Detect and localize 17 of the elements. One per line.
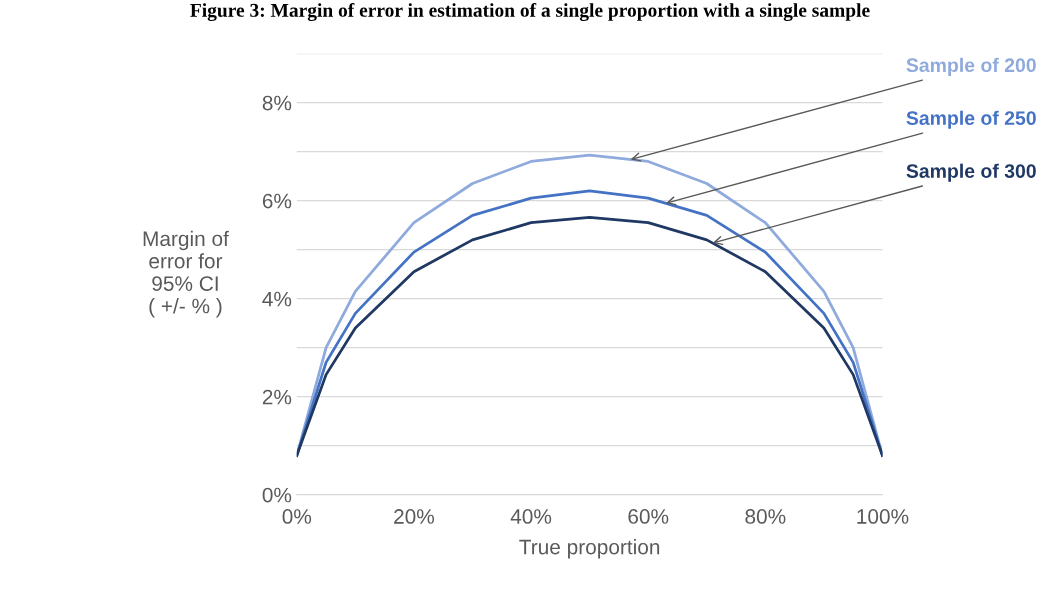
y-tick-label: 4%	[262, 291, 292, 307]
x-tick-label: 60%	[628, 509, 669, 524]
y-tick-label: 6%	[262, 193, 292, 209]
x-tick-label: 0%	[282, 509, 312, 524]
x-tick-label: 100%	[857, 509, 909, 524]
x-axis-title: True proportion	[519, 539, 660, 559]
y-tick-label: 0%	[262, 487, 292, 503]
x-tick-label: 20%	[394, 509, 435, 524]
chart-title: Figure 3: Margin of error in estimation of a single proportion with a single sample	[190, 2, 870, 21]
x-tick-label: 80%	[745, 509, 786, 524]
y-tick-label: 8%	[262, 95, 292, 111]
y-axis-title: Margin of error for 95% CI ( +/- % )	[143, 230, 229, 318]
y-tick-label: 2%	[262, 389, 292, 405]
x-tick-label: 40%	[510, 509, 552, 524]
text: Sample of 200	[906, 57, 1036, 76]
text: Sample of 250	[906, 110, 1036, 129]
text: Sample of 300	[906, 163, 1036, 182]
